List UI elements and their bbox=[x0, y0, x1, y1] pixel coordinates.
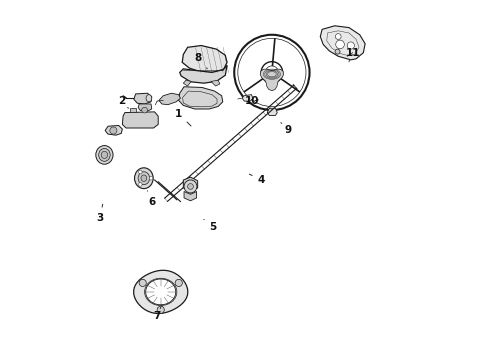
Text: 1: 1 bbox=[175, 109, 191, 126]
Circle shape bbox=[110, 127, 117, 134]
Polygon shape bbox=[134, 93, 152, 104]
Circle shape bbox=[149, 176, 153, 180]
Polygon shape bbox=[260, 69, 284, 91]
Circle shape bbox=[157, 306, 164, 314]
Polygon shape bbox=[320, 26, 365, 60]
Text: 7: 7 bbox=[153, 307, 161, 321]
Text: 4: 4 bbox=[249, 174, 265, 185]
Text: 10: 10 bbox=[245, 96, 259, 106]
Circle shape bbox=[335, 34, 341, 40]
Circle shape bbox=[139, 183, 142, 186]
Polygon shape bbox=[146, 279, 176, 305]
Polygon shape bbox=[211, 80, 220, 86]
Circle shape bbox=[142, 107, 147, 113]
Text: 5: 5 bbox=[204, 220, 217, 231]
Circle shape bbox=[188, 184, 194, 189]
Polygon shape bbox=[179, 87, 223, 109]
Circle shape bbox=[139, 279, 147, 287]
Polygon shape bbox=[183, 177, 197, 192]
Ellipse shape bbox=[138, 172, 149, 185]
Polygon shape bbox=[129, 108, 136, 112]
Circle shape bbox=[335, 49, 340, 54]
Circle shape bbox=[175, 279, 182, 287]
Ellipse shape bbox=[98, 148, 110, 161]
Text: 6: 6 bbox=[147, 191, 155, 207]
Ellipse shape bbox=[101, 151, 108, 158]
Text: 8: 8 bbox=[195, 53, 207, 69]
Ellipse shape bbox=[146, 95, 152, 102]
Polygon shape bbox=[134, 270, 188, 314]
Polygon shape bbox=[138, 104, 152, 111]
Ellipse shape bbox=[96, 145, 113, 164]
Circle shape bbox=[336, 40, 344, 49]
Polygon shape bbox=[182, 45, 227, 72]
Ellipse shape bbox=[135, 168, 153, 189]
Circle shape bbox=[347, 42, 354, 49]
Ellipse shape bbox=[141, 175, 147, 181]
Polygon shape bbox=[183, 80, 191, 86]
Circle shape bbox=[139, 170, 142, 174]
Polygon shape bbox=[159, 93, 180, 105]
Polygon shape bbox=[184, 192, 196, 201]
Polygon shape bbox=[122, 112, 158, 128]
Polygon shape bbox=[242, 95, 253, 101]
Polygon shape bbox=[105, 126, 122, 135]
Text: 2: 2 bbox=[118, 96, 128, 108]
Text: 9: 9 bbox=[281, 123, 292, 135]
Polygon shape bbox=[267, 108, 277, 116]
Polygon shape bbox=[180, 65, 227, 83]
Text: 11: 11 bbox=[345, 48, 360, 62]
Text: 3: 3 bbox=[96, 204, 103, 222]
Circle shape bbox=[184, 180, 197, 193]
